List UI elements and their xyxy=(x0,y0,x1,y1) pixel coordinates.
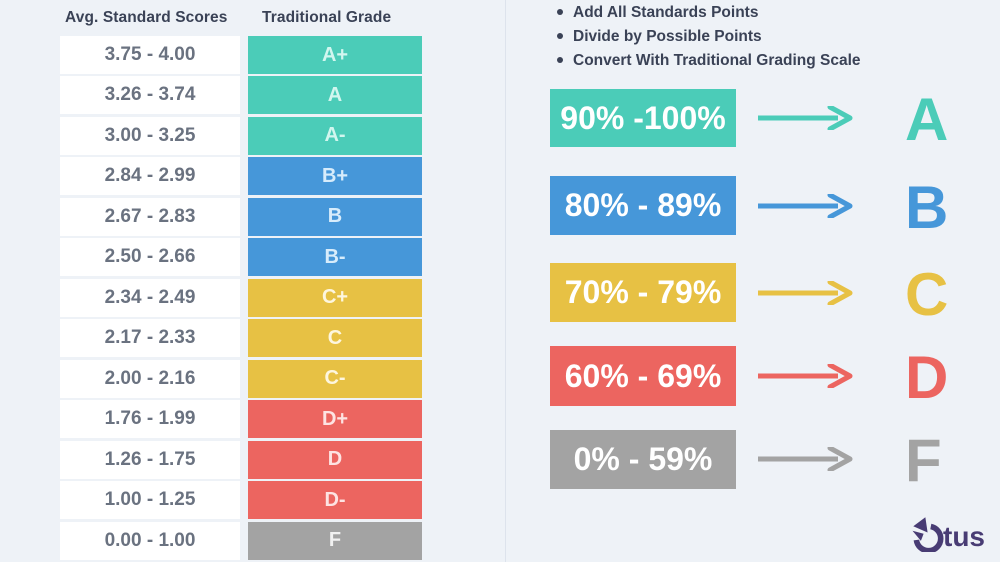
svg-text:tus: tus xyxy=(943,521,985,552)
